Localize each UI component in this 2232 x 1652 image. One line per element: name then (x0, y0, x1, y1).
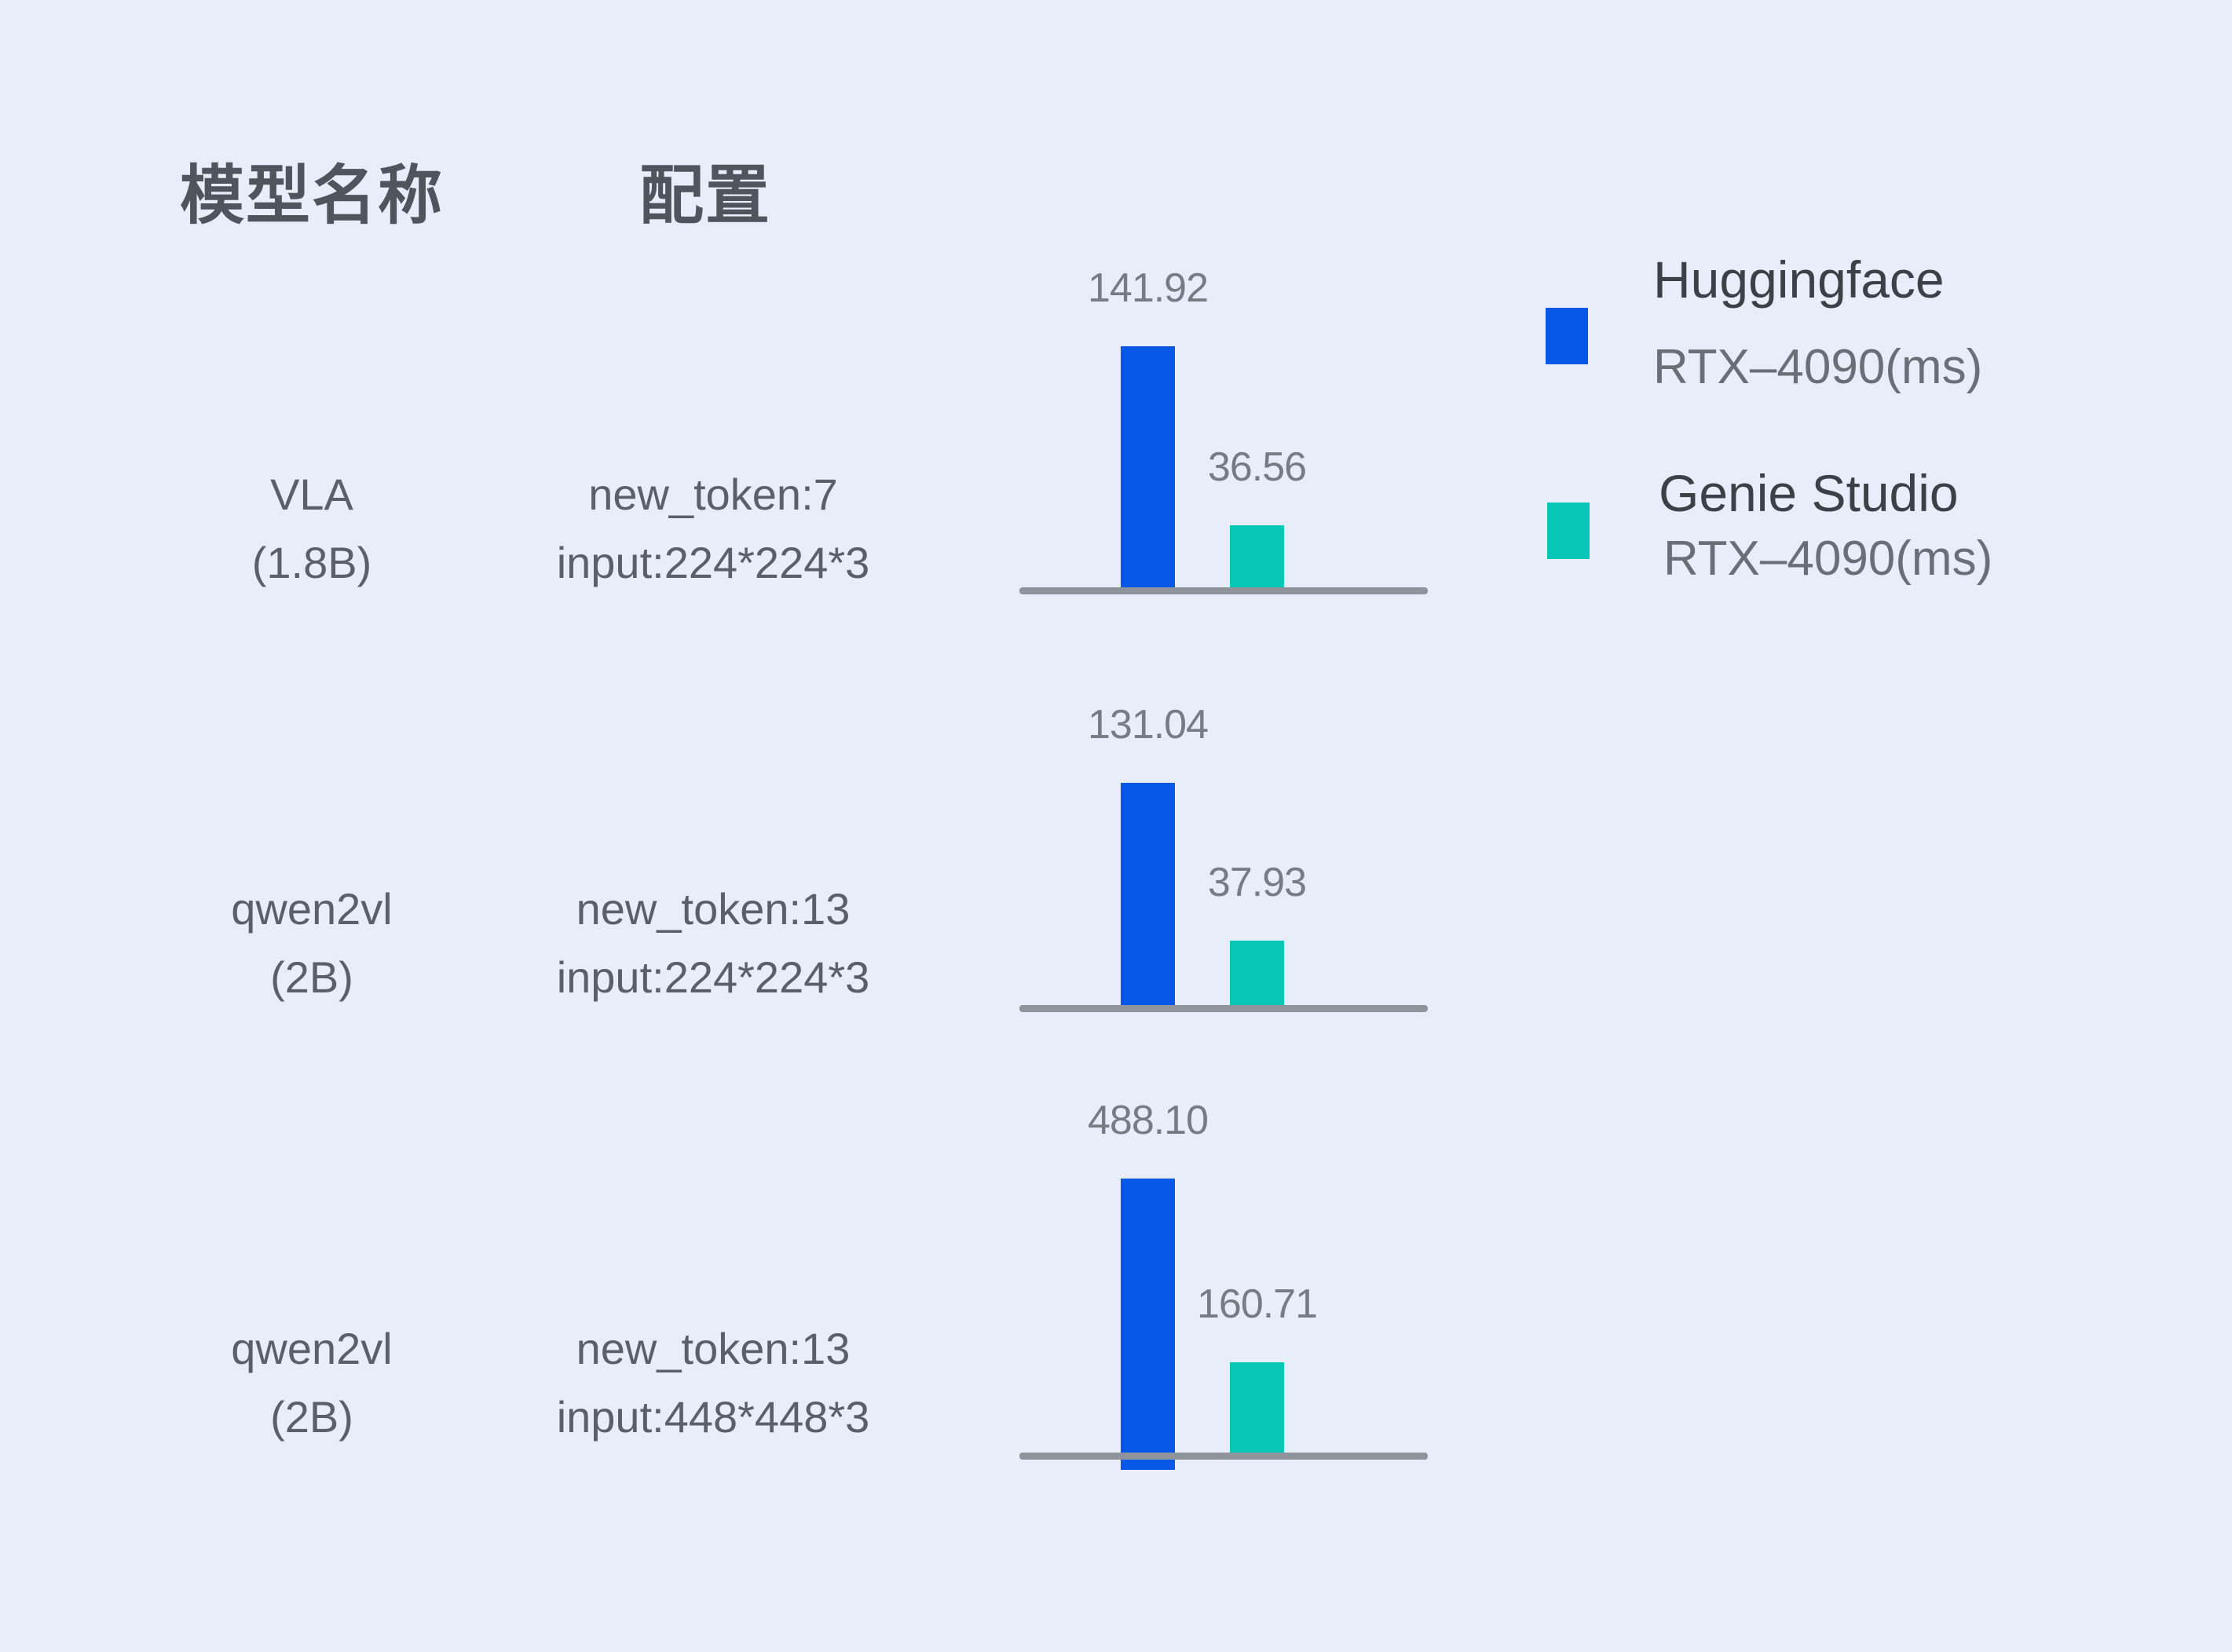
row2-model-line1: qwen2vl (231, 884, 393, 934)
row2-config-cell: new_token:13 input:224*224*3 (557, 875, 870, 1011)
legend-swatch-genie-studio (1547, 503, 1590, 559)
row2-model-line2: (2B) (270, 952, 353, 1002)
bar-huggingface-row2 (1121, 782, 1175, 1005)
row3-model-line1: qwen2vl (231, 1324, 393, 1373)
column-header-config: 配置 (638, 160, 772, 232)
x-axis-line-row2 (1019, 1005, 1428, 1012)
legend-device-huggingface: RTX–4090(ms) (1653, 340, 1983, 394)
row2-model-cell: qwen2vl (2B) (231, 875, 392, 1011)
row1-config-line1: new_token:7 (588, 470, 838, 519)
bar-huggingface-row3 (1121, 1179, 1175, 1470)
value-label-huggingface-row3: 488.10 (1087, 1098, 1209, 1143)
row1-config-line2: input:224*224*3 (556, 538, 870, 587)
column-header-model-name: 模型名称 (179, 160, 445, 232)
row2-config-line2: input:224*224*3 (556, 952, 870, 1002)
row3-config-cell: new_token:13 input:448*448*3 (557, 1314, 870, 1451)
legend-label-huggingface: Huggingface (1653, 250, 1945, 309)
bar-genie-studio-row2 (1230, 941, 1284, 1005)
row1-model-line1: VLA (270, 470, 353, 519)
value-label-huggingface-row2: 131.04 (1087, 701, 1209, 747)
row3-config-line2: input:448*448*3 (556, 1392, 870, 1442)
value-label-huggingface-row1: 141.92 (1087, 265, 1209, 312)
row1-model-cell: VLA (1.8B) (252, 460, 372, 597)
value-label-genie-studio-row2: 37.93 (1207, 860, 1307, 906)
legend-swatch-huggingface (1546, 308, 1588, 364)
row1-model-line2: (1.8B) (251, 538, 372, 587)
row3-model-cell: qwen2vl (2B) (231, 1314, 392, 1451)
bar-genie-studio-row3 (1230, 1362, 1284, 1453)
row1-config-cell: new_token:7 input:224*224*3 (557, 460, 870, 597)
value-label-genie-studio-row1: 36.56 (1207, 444, 1307, 491)
bar-huggingface-row1 (1121, 346, 1175, 587)
x-axis-line-row1 (1019, 587, 1428, 594)
legend-label-genie-studio: Genie Studio (1659, 464, 1959, 522)
row2-config-line1: new_token:13 (576, 884, 851, 934)
legend-device-genie-studio: RTX–4090(ms) (1663, 532, 1993, 586)
bar-genie-studio-row1 (1230, 525, 1284, 587)
row3-config-line1: new_token:13 (576, 1324, 851, 1373)
row3-model-line2: (2B) (270, 1392, 353, 1442)
x-axis-line-row3 (1019, 1453, 1428, 1460)
value-label-genie-studio-row3: 160.71 (1196, 1281, 1318, 1328)
